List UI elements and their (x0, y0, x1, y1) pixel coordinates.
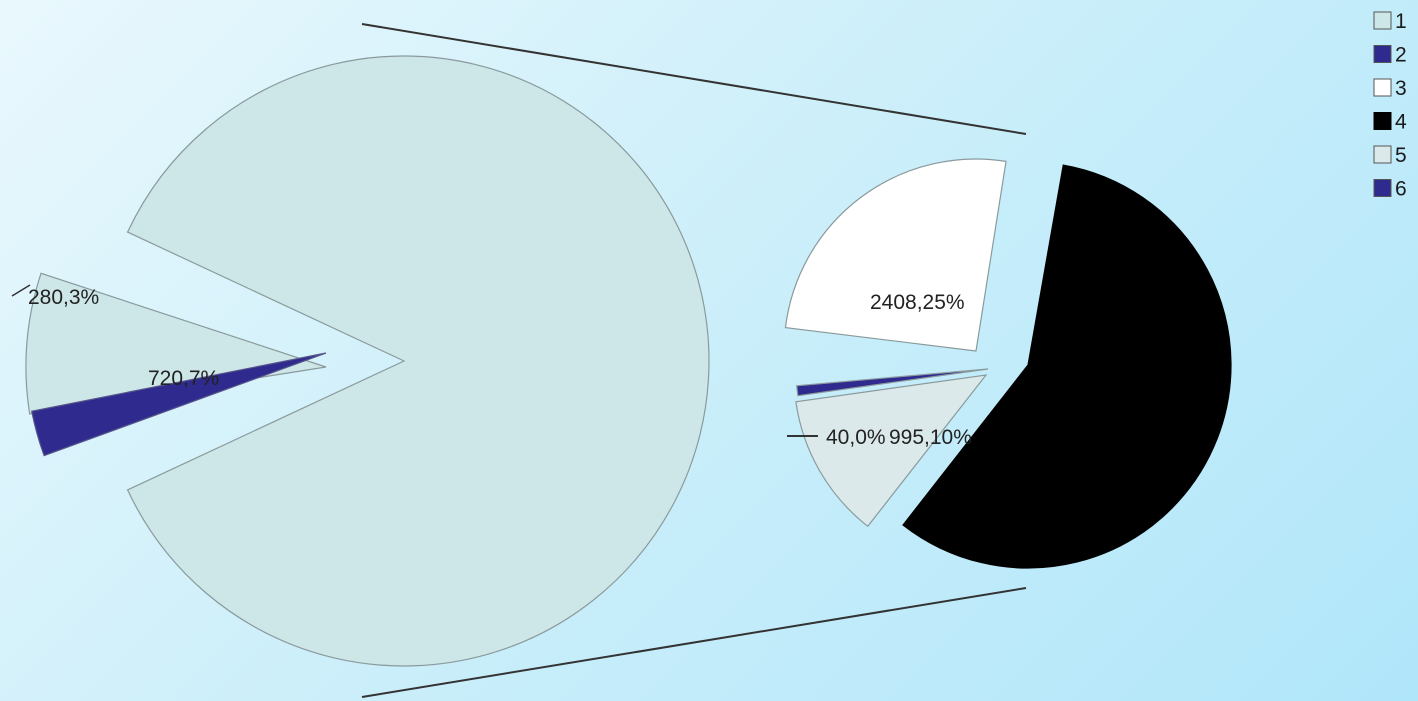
secondary-slice-4 (902, 164, 1232, 569)
legend-swatch-2 (1373, 45, 1392, 63)
legend-swatch-5 (1373, 145, 1392, 164)
legend-label-5: 5 (1395, 144, 1407, 167)
data-label-slice-2: 280,3% (28, 286, 99, 309)
data-label-slice-6: 40,0% (826, 426, 886, 449)
pie-slice-other (126, 55, 710, 667)
legend-label-2: 2 (1395, 44, 1407, 67)
legend-swatch-6 (1373, 179, 1392, 197)
connector-bottom (361, 587, 1027, 698)
secondary-pie (784, 158, 1232, 569)
secondary-slice-3 (784, 158, 1007, 352)
leader-line-slice-2 (11, 284, 31, 297)
legend-label-4: 4 (1395, 111, 1407, 134)
legend-label-3: 3 (1395, 77, 1407, 100)
legend-swatch-3 (1373, 78, 1392, 97)
connector-lines (361, 23, 1027, 698)
legend-label-1: 1 (1395, 10, 1407, 33)
legend-label-6: 6 (1395, 178, 1407, 201)
data-label-slice-1: 720,7% (148, 367, 219, 390)
pie-slice-2 (31, 352, 327, 457)
data-labels: 720,7% 280,3% 2408,25% 40,0% 995,10% (28, 286, 972, 449)
primary-pie (11, 55, 710, 667)
data-label-slice-3: 2408,25% (870, 291, 965, 314)
connector-top (361, 23, 1027, 135)
legend-swatch-1 (1373, 11, 1392, 30)
secondary-slice-5 (795, 374, 988, 528)
data-label-slice-5: 995,10% (889, 426, 972, 449)
legend: 1 2 3 4 5 6 (1373, 10, 1407, 201)
secondary-slice-6 (796, 368, 989, 397)
legend-swatch-4 (1373, 112, 1392, 130)
